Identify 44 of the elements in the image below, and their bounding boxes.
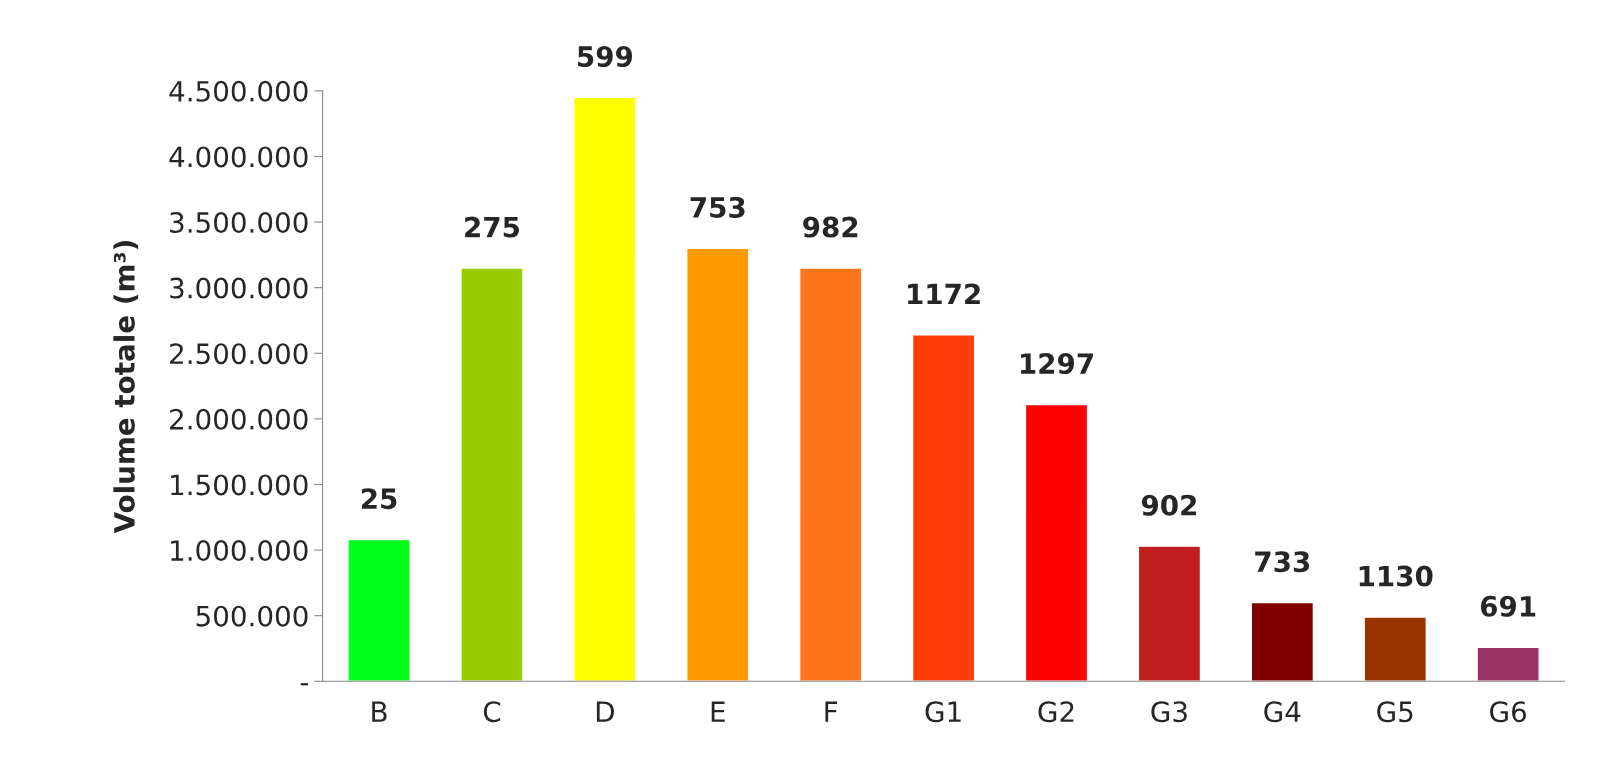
y-tick-label: 4.000.000	[169, 146, 308, 168]
annotation: 902	[1141, 494, 1196, 516]
y-tick-label: 3.500.000	[170, 211, 308, 233]
y-tick-label: 3.000.000	[170, 277, 308, 299]
annotation: 982	[803, 216, 858, 238]
y-axis-title: Volume totale (m³)	[113, 241, 139, 534]
y-tick-label: 2.500.000	[170, 343, 308, 365]
bar	[1024, 403, 1089, 682]
annotation: 691	[1480, 595, 1536, 617]
x-tick-label: G5	[1377, 701, 1413, 723]
annotation: 25	[361, 488, 397, 510]
bar	[686, 247, 750, 682]
y-tick-label: 2.000.000	[170, 408, 308, 430]
x-tick-label: G2	[1038, 701, 1074, 723]
x-tick-label: G1	[925, 701, 961, 723]
bar	[347, 538, 411, 682]
x-tick-label: E	[711, 701, 725, 722]
bar	[1476, 646, 1540, 682]
bar	[911, 334, 976, 682]
x-tick-label: C	[483, 701, 501, 723]
x-tick-label: B	[372, 701, 387, 722]
x-tick-label: D	[596, 701, 614, 722]
x-tick-label: G3	[1151, 701, 1187, 723]
y-tick-label: 1.500.000	[171, 474, 308, 496]
bar	[1363, 616, 1427, 682]
x-tick-label: G4	[1264, 701, 1301, 723]
y-tick-label: 500.000	[196, 605, 308, 627]
annotation: 1172	[908, 283, 980, 305]
y-tick-label: 1.000.000	[171, 540, 308, 562]
bar	[798, 267, 863, 682]
annotation: 1297	[1020, 353, 1093, 375]
x-tick-label: F	[825, 701, 838, 722]
annotation: 275	[465, 216, 520, 238]
y-tick-label: 4.500.000	[169, 80, 308, 102]
annotation: 599	[578, 46, 633, 68]
annotation: 733	[1255, 551, 1310, 573]
annotation: 753	[690, 196, 745, 218]
bar	[1250, 601, 1315, 682]
bar	[1137, 545, 1202, 682]
bar	[460, 267, 524, 682]
x-tick-label: G6	[1490, 701, 1527, 723]
y-tick-label: -	[300, 683, 309, 686]
bar	[573, 96, 637, 682]
annotation: 1130	[1359, 565, 1433, 587]
